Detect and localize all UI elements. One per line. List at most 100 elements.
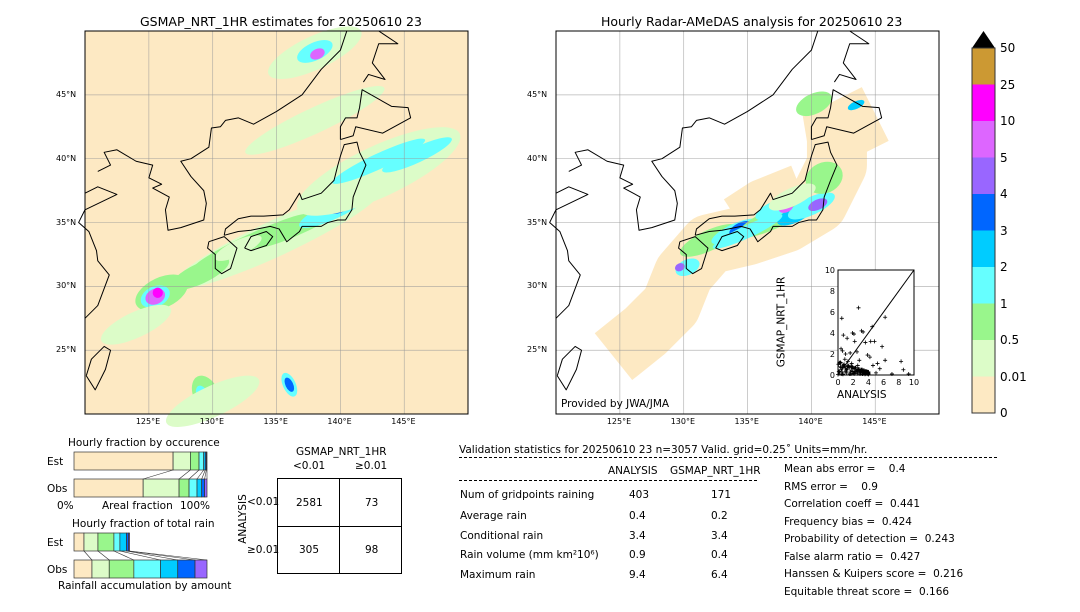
score-line: RMS error = 0.9: [784, 480, 878, 493]
scatter-ytick: 0: [830, 371, 835, 380]
scatter-point: [859, 367, 864, 372]
colorbar-label: 5: [1000, 150, 1008, 165]
scatter-point: [851, 332, 856, 337]
colorbar-segment: [972, 48, 995, 85]
obs-bar-segment: [142, 478, 180, 498]
est-bar-segment: [113, 532, 121, 552]
cell-0-1: 73: [365, 497, 379, 509]
obs-bar-segment: [201, 478, 205, 498]
lat-tick-label: 40°N: [56, 153, 77, 163]
lon-tick-label: 130°E: [199, 417, 225, 426]
rain-area: [245, 86, 385, 155]
colorbar-segment: [972, 376, 995, 413]
scatter-point: [838, 364, 843, 369]
scatter-point: [868, 339, 873, 344]
colorbar-segment: [972, 303, 995, 340]
scatter-point: [861, 329, 866, 334]
colorbar-segment: [972, 121, 995, 158]
scatter-point: [857, 367, 862, 372]
lon-tick-label: 140°E: [327, 417, 352, 426]
colorbar-extend-arrow: [972, 31, 995, 48]
scatter-point: [839, 367, 844, 372]
coastline: [207, 236, 238, 275]
scatter-point: [841, 333, 846, 338]
coastline: [556, 345, 583, 391]
scatter-point: [839, 346, 844, 351]
scatter-point: [848, 369, 853, 374]
map-frame: [84, 30, 469, 415]
cont-row-1: ≥0.01: [247, 544, 280, 556]
scatter-point: [851, 365, 856, 370]
scatter-point: [874, 370, 878, 375]
stats-row-gsmap: 0.2: [711, 510, 728, 522]
cell-1-0: 305: [299, 544, 320, 556]
lon-tick-label: 145°E: [391, 417, 416, 426]
scatter-point: [883, 358, 888, 363]
lon-tick-label: 135°E: [734, 417, 759, 426]
scatter-point: [852, 339, 857, 344]
scatter-point: [865, 353, 870, 358]
stats-row-label: Conditional rain: [460, 530, 544, 542]
coastline: [244, 230, 274, 252]
scatter-ytick: 10: [825, 266, 835, 275]
est-bar-segment: [172, 451, 191, 471]
rain-area: [214, 235, 262, 261]
occ-x-mid: Areal fraction: [102, 500, 173, 512]
scatter-point: [842, 357, 847, 362]
colorbar-label: 1: [1000, 296, 1008, 311]
occ-x-left: 0%: [57, 500, 74, 512]
score-line: Frequency bias = 0.424: [784, 515, 912, 528]
scatter-point: [867, 355, 872, 360]
rain-area: [808, 198, 828, 212]
colorbar-label: 10: [1000, 114, 1016, 128]
scatter-point: [863, 340, 868, 345]
obs-bar-segment: [188, 478, 198, 498]
stats-row-label: Average rain: [460, 510, 527, 522]
scatter-ytick: 2: [830, 350, 835, 359]
stats-row-gsmap: 3.4: [711, 530, 728, 542]
colorbar-segment: [972, 157, 995, 194]
obs-bar-segment: [204, 478, 208, 498]
lat-tick-label: 45°N: [527, 89, 548, 99]
scatter-xtick: 0: [835, 378, 840, 387]
lat-tick-label: 45°N: [56, 89, 77, 99]
rain-area: [796, 91, 832, 117]
rain-row-obs: Obs: [47, 564, 68, 576]
scatter-point: [844, 367, 849, 372]
scatter-point: [857, 358, 862, 363]
stats-row-analysis: 0.9: [629, 549, 646, 561]
obs-bar-segment: [108, 559, 135, 579]
scatter-point: [865, 369, 870, 374]
obs-bar-segment: [196, 478, 203, 498]
lon-tick-label: 140°E: [798, 417, 823, 426]
cell-1-1: 98: [365, 544, 379, 556]
colorbar-label: 0.5: [1000, 333, 1020, 347]
est-bar-segment: [190, 451, 200, 471]
scatter-point: [855, 349, 859, 354]
obs-bar-segment: [133, 559, 161, 579]
score-line: Mean abs error = 0.4: [784, 463, 906, 475]
scatter-xtick: 2: [851, 378, 856, 387]
colorbar: [971, 31, 996, 414]
coastline: [362, 30, 399, 83]
colorbar-frame: [971, 47, 996, 414]
scatter-point: [840, 370, 845, 375]
scatter-point: [899, 359, 904, 364]
lat-tick-label: 35°N: [56, 217, 77, 227]
scatter-point: [852, 370, 857, 375]
stats-row-label: Num of gridpoints raining: [460, 489, 595, 501]
lon-tick-label: 125°E: [135, 417, 161, 426]
lon-tick-label: 125°E: [606, 417, 632, 426]
colorbar-label: 4: [1000, 187, 1008, 201]
colorbar-label: 2: [1000, 260, 1008, 274]
connector-line: [204, 469, 207, 480]
est-bar-segment: [73, 451, 174, 471]
lat-tick-label: 35°N: [527, 217, 548, 227]
lon-tick-label: 130°E: [670, 417, 696, 426]
est-bar-segment: [83, 532, 99, 552]
stats-header: Validation statistics for 20250610 23 n=…: [459, 444, 868, 456]
rain-area: [152, 287, 163, 298]
coastline: [694, 141, 838, 243]
est-bar-segment: [198, 451, 205, 471]
cont-col-1: ≥0.01: [355, 460, 388, 472]
